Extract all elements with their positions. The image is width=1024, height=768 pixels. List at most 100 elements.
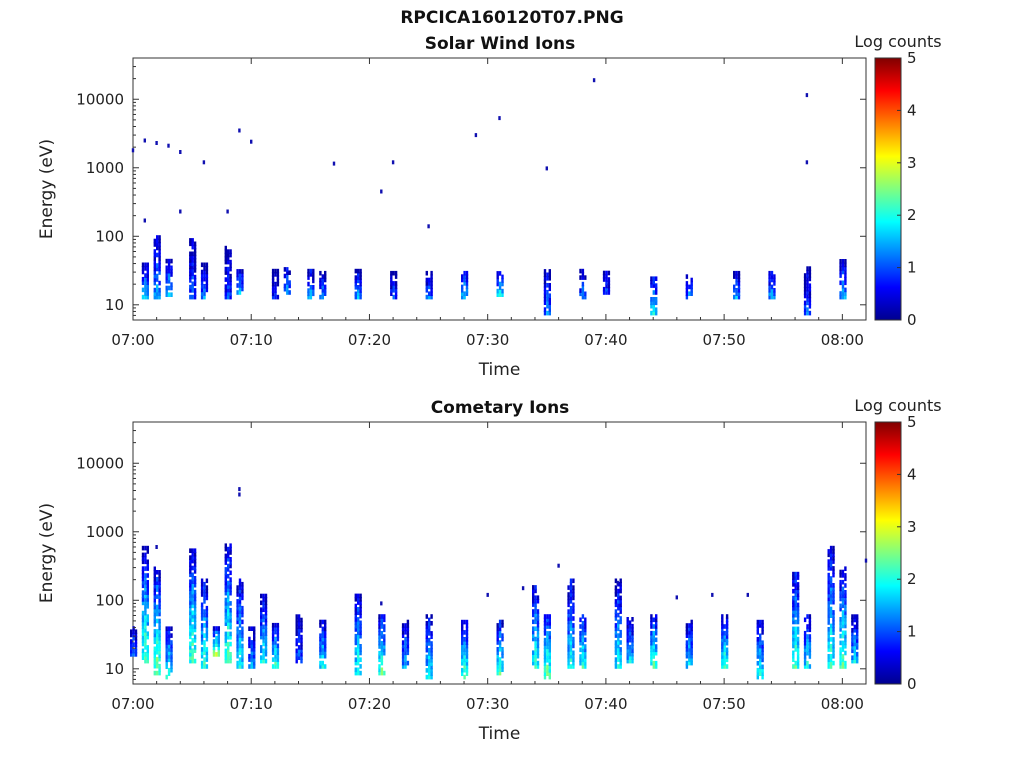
spectrogram-cell	[759, 671, 762, 676]
spectrogram-cell	[309, 285, 313, 290]
spectrogram-cell	[567, 660, 570, 666]
spectrogram-cell	[238, 629, 242, 635]
spectrogram-cell	[274, 636, 277, 642]
spectrogram-cell	[153, 294, 156, 300]
spectrogram-cell	[803, 640, 807, 646]
spectrogram-cell	[461, 619, 464, 625]
spectrogram-cell	[357, 291, 360, 297]
spectrogram-cell	[602, 277, 606, 282]
spectrogram-cell	[404, 636, 407, 642]
spectrogram-cell	[465, 640, 469, 645]
spectrogram-cell	[354, 613, 357, 619]
spectrogram-cell	[721, 637, 724, 643]
spectrogram-cell	[165, 279, 168, 284]
spectrogram-cell	[652, 664, 655, 669]
spectrogram-cell	[241, 647, 244, 652]
spectrogram-cell	[130, 632, 133, 638]
spectrogram-cell	[189, 593, 192, 598]
spectrogram-cell	[144, 600, 147, 606]
spectrogram-cell	[841, 654, 845, 659]
spectrogram-cell	[546, 624, 549, 629]
spectrogram-cell	[614, 640, 618, 645]
spectrogram-cell	[156, 639, 159, 645]
spectrogram-cell	[224, 641, 227, 647]
spectrogram-cell	[725, 637, 729, 643]
spectrogram-cell	[794, 606, 797, 611]
spectrogram-cell	[536, 598, 540, 604]
spectrogram-cell	[735, 288, 738, 293]
spectrogram-cell	[796, 664, 800, 669]
spectrogram-cell	[430, 641, 433, 646]
spectrogram-cell	[224, 560, 227, 565]
spectrogram-cell	[203, 609, 206, 614]
spectrogram-cell	[241, 595, 244, 601]
spectrogram-cell	[756, 674, 759, 680]
spectrogram-cell	[543, 286, 547, 292]
spectrogram-cell	[808, 286, 812, 292]
spectrogram-cell	[227, 557, 230, 562]
spectrogram-cell	[205, 284, 209, 289]
spectrogram-cell	[721, 627, 724, 633]
spectrogram-cell	[158, 291, 161, 296]
spectrogram-cell	[406, 626, 410, 632]
spectrogram-cell	[170, 664, 173, 669]
spectrogram-cell	[357, 650, 360, 656]
spectrogram-cell	[463, 650, 466, 656]
spectrogram-cell	[321, 277, 324, 283]
spectrogram-cell	[146, 284, 149, 289]
spectrogram-cell	[359, 630, 362, 636]
spectrogram-cell	[851, 621, 854, 626]
spectrogram-cell	[827, 640, 830, 646]
spectrogram-cell	[357, 275, 360, 280]
spectrogram-cell	[146, 566, 149, 571]
spectrogram-cell	[841, 291, 845, 296]
spectrogram-cell	[146, 262, 149, 268]
spectrogram-cell	[357, 610, 360, 615]
spectrogram-cell	[189, 648, 192, 653]
spectrogram-cell	[839, 569, 842, 575]
spectrogram-cell	[297, 638, 301, 643]
spectrogram-cell	[283, 283, 287, 289]
spectrogram-cell	[655, 617, 658, 623]
spectrogram-cell	[227, 635, 230, 640]
spectrogram-cell	[841, 586, 845, 592]
spectrogram-cell	[628, 644, 632, 650]
spectrogram-cell	[191, 565, 194, 571]
spectrogram-cell	[685, 643, 689, 649]
colorbar-tick-label: 1	[907, 623, 917, 641]
spectrogram-cell	[655, 290, 658, 295]
spectrogram-cell	[156, 242, 159, 247]
spectrogram-cell	[725, 630, 729, 636]
spectrogram-cell	[532, 588, 535, 594]
spectrogram-cell	[191, 551, 194, 557]
spectrogram-cell	[158, 580, 161, 585]
spectrogram-cell	[794, 660, 797, 666]
spectrogram-cell	[354, 291, 357, 297]
spectrogram-cell	[619, 588, 622, 594]
spectrogram-cell	[378, 650, 381, 656]
spectrogram-cell	[236, 629, 239, 635]
spectrogram-cell	[241, 633, 244, 638]
spectrogram-cell	[827, 559, 830, 564]
spectrogram-cell	[357, 630, 360, 636]
spectrogram-cell	[851, 617, 854, 623]
spectrogram-cell	[200, 664, 204, 669]
spectrogram-cell	[130, 629, 133, 634]
spectrogram-cell	[567, 653, 570, 659]
spectrogram-cell	[534, 660, 537, 666]
spectrogram-cell	[203, 612, 206, 618]
spectrogram-cell	[572, 585, 575, 590]
spectrogram-cell	[191, 579, 194, 584]
spectrogram-cell	[271, 285, 275, 290]
spectrogram-cell	[260, 634, 263, 640]
spectrogram-cell	[276, 643, 280, 649]
spectrogram-cell	[808, 650, 812, 656]
spectrogram-cell	[146, 559, 149, 565]
spectrogram-cell	[324, 277, 327, 283]
spectrogram-cell	[401, 640, 405, 645]
spectrogram-cell	[229, 618, 232, 623]
spectrogram-cell	[572, 636, 575, 642]
spectrogram-cell	[271, 629, 275, 635]
spectrogram-cell	[146, 287, 149, 293]
spectrogram-cell	[496, 288, 499, 294]
